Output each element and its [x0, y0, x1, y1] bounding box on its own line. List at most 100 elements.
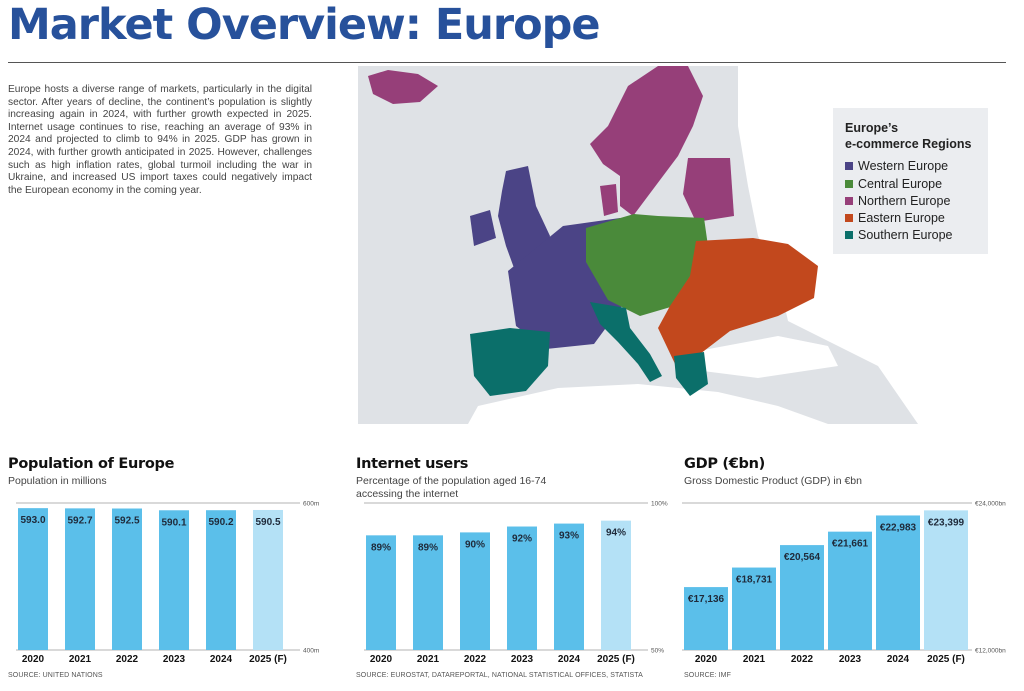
bar	[112, 508, 142, 650]
population-source: SOURCE: UNITED NATIONS	[8, 672, 103, 679]
bar-value-label: 590.5	[255, 517, 280, 528]
category-label: 2021	[417, 654, 440, 665]
bar	[876, 515, 920, 650]
category-label: 2020	[22, 654, 45, 665]
legend-item-eastern-europe: Eastern Europe	[845, 211, 945, 225]
bar-value-label: 592.5	[114, 516, 139, 527]
axis-max-label: 600m	[303, 501, 319, 508]
legend-swatch	[845, 214, 853, 222]
bar	[460, 532, 490, 650]
bar	[601, 520, 631, 650]
bar	[413, 535, 443, 650]
bar	[507, 526, 537, 650]
bar-value-label: 90%	[465, 539, 485, 550]
bar	[366, 535, 396, 650]
internet-source: SOURCE: EUROSTAT, DATAREPORTAL, NATIONAL…	[356, 672, 643, 679]
axis-min-label: €12,000bn	[975, 648, 1006, 655]
bar-value-label: 592.7	[67, 515, 92, 526]
gdp-chart-subtitle: Gross Domestic Product (GDP) in €bn	[684, 475, 862, 487]
category-label: 2024	[558, 654, 581, 665]
category-label: 2023	[163, 654, 186, 665]
intro-paragraph: Europe hosts a diverse range of markets,…	[8, 84, 312, 196]
axis-min-label: 50%	[651, 648, 664, 655]
region-northern-europe-baltics	[683, 158, 734, 222]
bar	[159, 510, 189, 650]
bar-value-label: 94%	[606, 528, 626, 539]
legend-label: Eastern Europe	[858, 211, 945, 225]
bar	[18, 508, 48, 650]
legend-title: Europe’s e-commerce Regions	[845, 121, 972, 151]
legend-swatch	[845, 231, 853, 239]
category-label: 2025 (F)	[249, 654, 287, 665]
map-land-turkey	[698, 336, 838, 378]
axis-min-label: 400m	[303, 648, 319, 655]
region-southern-europe-greece	[674, 352, 708, 396]
bar-value-label: 593.0	[20, 515, 45, 526]
bar	[554, 523, 584, 650]
region-northern-europe	[590, 66, 703, 216]
bar-value-label: 590.1	[161, 517, 186, 528]
legend-label: Central Europe	[858, 177, 943, 191]
category-label: 2020	[370, 654, 393, 665]
region-western-europe-uk	[498, 166, 550, 268]
bar-value-label: 89%	[371, 542, 391, 553]
category-label: 2022	[791, 654, 814, 665]
map-land-africa	[468, 384, 828, 424]
bar-value-label: €21,661	[832, 539, 869, 550]
axis-max-label: €24,000bn	[975, 501, 1006, 508]
bar-value-label: 89%	[418, 542, 438, 553]
bar	[780, 545, 824, 650]
bar-value-label: €23,399	[928, 517, 965, 528]
legend-swatch	[845, 197, 853, 205]
bar	[684, 587, 728, 650]
category-label: 2021	[69, 654, 92, 665]
legend-item-central-europe: Central Europe	[845, 177, 942, 191]
internet-chart-subtitle: Percentage of the population aged 16-74 …	[356, 475, 547, 500]
bar	[65, 508, 95, 650]
bar-value-label: €18,731	[736, 575, 773, 586]
population-bar-chart: 600m 400m 593.0 2020 592.7 2021 592.5 2022 590.1…	[16, 501, 319, 665]
category-label: 2021	[743, 654, 766, 665]
bar-value-label: 92%	[512, 534, 532, 545]
bar	[924, 510, 968, 650]
legend-item-southern-europe: Southern Europe	[845, 228, 953, 242]
bar-value-label: €20,564	[784, 552, 821, 563]
legend-label: Southern Europe	[858, 228, 953, 242]
population-chart-subtitle: Population in millions	[8, 475, 107, 487]
title-divider	[8, 62, 1006, 63]
category-label: 2023	[511, 654, 534, 665]
legend-item-western-europe: Western Europe	[845, 159, 948, 173]
bar-value-label: €17,136	[688, 594, 725, 605]
bar-value-label: €22,983	[880, 522, 917, 533]
category-label: 2022	[464, 654, 487, 665]
legend-label: Northern Europe	[858, 194, 951, 208]
legend-label: Western Europe	[858, 159, 949, 173]
bar	[253, 509, 283, 650]
bar	[828, 531, 872, 650]
map-legend: Europe’s e-commerce Regions Western Euro…	[833, 108, 988, 254]
bar-value-label: 590.2	[208, 517, 233, 528]
region-southern-europe-italy	[590, 302, 662, 382]
region-central-europe	[586, 214, 708, 316]
gdp-source: SOURCE: IMF	[684, 672, 731, 679]
region-western-europe-ireland	[470, 210, 496, 246]
axis-max-label: 100%	[651, 501, 668, 508]
category-label: 2020	[695, 654, 718, 665]
category-label: 2024	[887, 654, 910, 665]
population-chart-title: Population of Europe	[8, 456, 175, 472]
region-southern-europe-iberia	[470, 328, 550, 396]
category-label: 2025 (F)	[927, 654, 965, 665]
bar	[732, 567, 776, 650]
category-label: 2025 (F)	[597, 654, 635, 665]
bar-value-label: 93%	[559, 531, 579, 542]
region-northern-europe-iceland	[368, 70, 438, 104]
bar	[206, 510, 236, 650]
legend-swatch	[845, 180, 853, 188]
region-northern-europe-denmark	[600, 184, 618, 216]
category-label: 2022	[116, 654, 139, 665]
gdp-bar-chart: €24,000bn €12,000bn €17,136 2020 €18,731 2021…	[682, 501, 1006, 665]
region-eastern-europe	[658, 238, 818, 366]
page-title: Market Overview: Europe	[8, 0, 601, 50]
legend-swatch	[845, 162, 853, 170]
internet-chart-title: Internet users	[356, 456, 469, 472]
